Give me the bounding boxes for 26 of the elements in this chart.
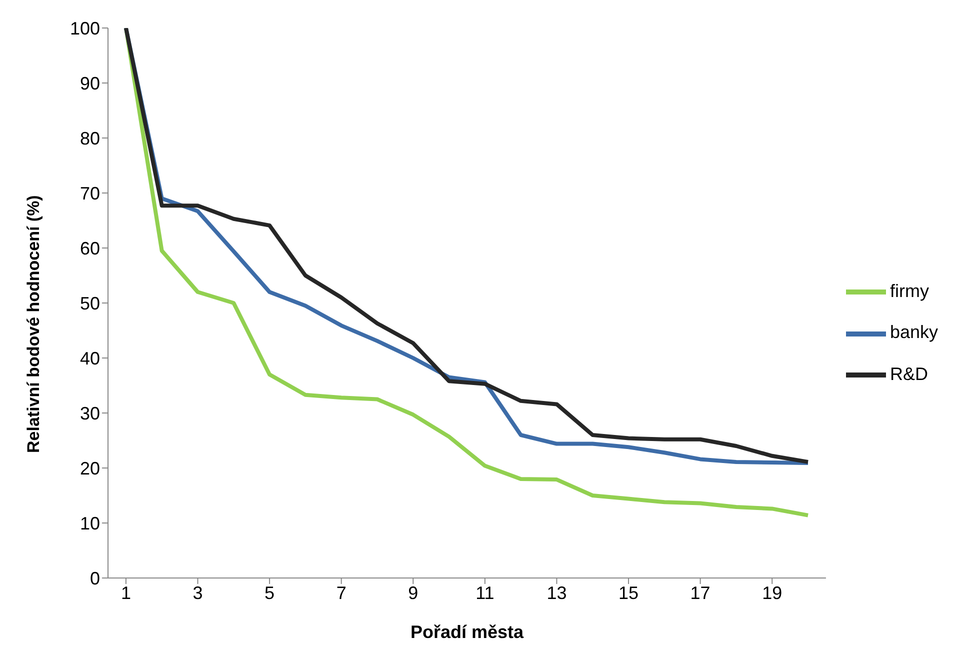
legend-label: banky bbox=[890, 322, 938, 342]
y-tick-label: 70 bbox=[80, 183, 100, 204]
legend-label: R&D bbox=[890, 364, 928, 384]
y-tick-label: 50 bbox=[80, 293, 100, 314]
y-tick-label: 30 bbox=[80, 403, 100, 424]
y-tick-label: 10 bbox=[80, 513, 100, 534]
y-tick-label: 80 bbox=[80, 128, 100, 148]
x-tick-label: 3 bbox=[192, 582, 203, 603]
x-tick-label: 1 bbox=[120, 582, 131, 603]
x-tick-label: 13 bbox=[546, 582, 567, 603]
y-tick-label: 20 bbox=[80, 458, 100, 478]
y-tick-label: 100 bbox=[70, 18, 100, 38]
y-tick-label: 40 bbox=[80, 348, 100, 368]
x-tick-label: 9 bbox=[408, 582, 418, 603]
x-tick-label: 17 bbox=[690, 582, 710, 603]
y-axis-title: Relativní bodové hodnocení (%) bbox=[24, 195, 44, 453]
y-tick-label: 90 bbox=[80, 73, 100, 94]
legend-label: firmy bbox=[890, 281, 929, 302]
x-tick-label: 7 bbox=[336, 582, 346, 603]
x-axis-title: Pořadí města bbox=[410, 622, 524, 642]
x-tick-label: 5 bbox=[264, 582, 275, 603]
x-tick-label: 15 bbox=[618, 582, 639, 603]
y-tick-label: 0 bbox=[90, 568, 100, 588]
x-tick-label: 11 bbox=[476, 582, 494, 603]
x-tick-label: 19 bbox=[762, 582, 782, 603]
y-tick-label: 60 bbox=[80, 238, 100, 258]
